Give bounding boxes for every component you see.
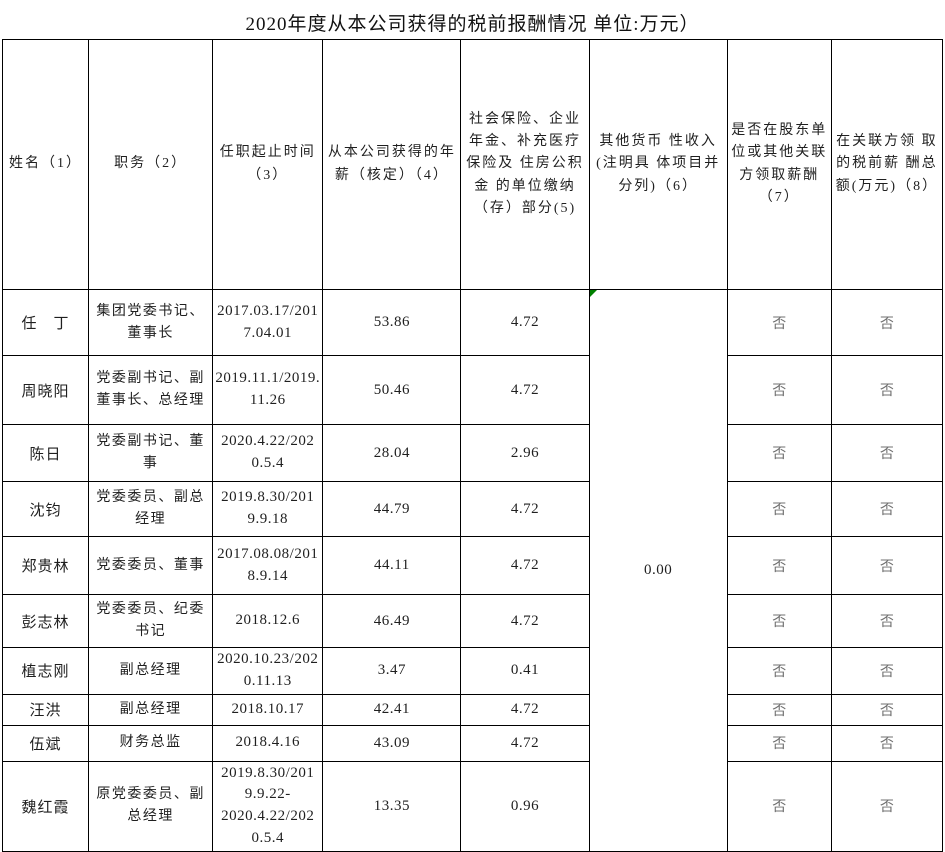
position-cell: 原党委委员、副总经理 bbox=[88, 760, 214, 852]
term-cell: 2017.08.08/2018.9.14 bbox=[212, 536, 324, 595]
table-row: 魏红霞 原党委委员、副总经理 2019.8.30/2019.9.22- 2020.4… bbox=[1, 760, 944, 852]
yn-shareholder-cell: 否 bbox=[726, 594, 832, 648]
comment-marker-icon bbox=[590, 290, 597, 297]
table-row: 沈钧 党委委员、副总经理 2019.8.30/2019.9.18 44.79 4.72 否… bbox=[1, 481, 944, 537]
salary-cell: 42.41 bbox=[322, 693, 462, 726]
yn-shareholder-cell: 否 bbox=[726, 424, 832, 482]
position-cell: 财务总监 bbox=[88, 724, 214, 762]
column-header-related-total: 在关联方领 取的税前薪 酬总额(万元)（8） bbox=[830, 39, 944, 290]
yn-shareholder-cell: 否 bbox=[726, 760, 832, 852]
table-row: 周晓阳 党委副书记、副董事长、总经理 2019.11.1/2019.11.26 50.… bbox=[1, 355, 944, 425]
salary-cell: 3.47 bbox=[322, 647, 462, 695]
salary-cell: 53.86 bbox=[322, 289, 462, 356]
term-cell: 2017.03.17/2017.04.01 bbox=[212, 289, 324, 356]
name-cell: 周晓阳 bbox=[1, 355, 90, 425]
social-cell: 4.72 bbox=[460, 355, 590, 425]
social-cell: 4.72 bbox=[460, 289, 590, 356]
social-cell: 0.96 bbox=[460, 760, 590, 852]
column-header-term: 任职起止时间（3） bbox=[212, 39, 324, 290]
related-total-cell: 否 bbox=[830, 289, 944, 356]
position-cell: 副总经理 bbox=[88, 647, 214, 695]
yn-shareholder-cell: 否 bbox=[726, 289, 832, 356]
position-cell: 党委委员、董事 bbox=[88, 536, 214, 595]
name-cell: 郑贵林 bbox=[1, 536, 90, 595]
table-row: 伍斌 财务总监 2018.4.16 43.09 4.72 否否 bbox=[1, 724, 944, 762]
column-header-name: 姓名（1） bbox=[1, 39, 90, 290]
related-total-cell: 否 bbox=[830, 536, 944, 595]
table-header-row: 姓名（1） 职务（2） 任职起止时间（3） 从本公司获得的年薪（核定）（4） 社会保险、… bbox=[1, 39, 944, 290]
yn-shareholder-cell: 否 bbox=[726, 536, 832, 595]
social-cell: 4.72 bbox=[460, 693, 590, 726]
column-header-yn-shareholder: 是否在股东单位或其他关联方领取薪酬（7） bbox=[726, 39, 832, 290]
position-cell: 党委委员、副总经理 bbox=[88, 481, 214, 537]
table-row: 汪洪 副总经理 2018.10.17 42.41 4.72 否否 bbox=[1, 693, 944, 726]
other-income-merged-cell: 0.00 bbox=[588, 289, 728, 852]
yn-shareholder-cell: 否 bbox=[726, 647, 832, 695]
name-cell: 魏红霞 bbox=[1, 760, 90, 852]
term-cell: 2019.8.30/2019.9.22- 2020.4.22/2020.5.4 bbox=[212, 760, 324, 852]
name-cell: 沈钧 bbox=[1, 481, 90, 537]
social-cell: 4.72 bbox=[460, 536, 590, 595]
social-cell: 4.72 bbox=[460, 481, 590, 537]
column-header-salary: 从本公司获得的年薪（核定）（4） bbox=[322, 39, 462, 290]
name-cell: 植志刚 bbox=[1, 647, 90, 695]
social-cell: 4.72 bbox=[460, 724, 590, 762]
term-cell: 2018.4.16 bbox=[212, 724, 324, 762]
salary-cell: 13.35 bbox=[322, 760, 462, 852]
name-cell: 任 丁 bbox=[1, 289, 90, 356]
name-cell: 伍斌 bbox=[1, 724, 90, 762]
name-cell: 彭志林 bbox=[1, 594, 90, 648]
salary-cell: 44.11 bbox=[322, 536, 462, 595]
yn-shareholder-cell: 否 bbox=[726, 355, 832, 425]
position-cell: 副总经理 bbox=[88, 693, 214, 726]
position-cell: 集团党委书记、董事长 bbox=[88, 289, 214, 356]
social-cell: 0.41 bbox=[460, 647, 590, 695]
term-cell: 2020.4.22/2020.5.4 bbox=[212, 424, 324, 482]
column-header-social: 社会保险、企业年金、补充医疗保险及 住房公积金 的单位缴纳（存）部分(5) bbox=[460, 39, 590, 290]
salary-cell: 28.04 bbox=[322, 424, 462, 482]
document-title: 2020年度从本公司获得的税前报酬情况 单位:万元） bbox=[245, 14, 700, 35]
position-cell: 党委副书记、董事 bbox=[88, 424, 214, 482]
term-cell: 2020.10.23/2020.11.13 bbox=[212, 647, 324, 695]
table-row: 彭志林 党委委员、纪委书记 2018.12.6 46.49 4.72 否否 bbox=[1, 594, 944, 648]
compensation-table: 姓名（1） 职务（2） 任职起止时间（3） 从本公司获得的年薪（核定）（4） 社会保险、… bbox=[1, 39, 944, 852]
column-header-position: 职务（2） bbox=[88, 39, 214, 290]
table-row: 任 丁集团党委书记、董事长 2017.03.17/2017.04.01 53.86 4… bbox=[1, 289, 944, 852]
column-header-other-income: 其他货币 性收入(注明具 体项目并分列)（6） bbox=[588, 39, 728, 290]
other-income-value: 0.00 bbox=[644, 561, 673, 578]
table-row: 陈日 党委副书记、董事 2020.4.22/2020.5.4 28.04 2.96 否否 bbox=[1, 424, 944, 482]
salary-cell: 44.79 bbox=[322, 481, 462, 537]
yn-shareholder-cell: 否 bbox=[726, 693, 832, 726]
position-cell: 党委委员、纪委书记 bbox=[88, 594, 214, 648]
name-cell: 汪洪 bbox=[1, 693, 90, 726]
social-cell: 2.96 bbox=[460, 424, 590, 482]
related-total-cell: 否 bbox=[830, 724, 944, 762]
related-total-cell: 否 bbox=[830, 647, 944, 695]
related-total-cell: 否 bbox=[830, 693, 944, 726]
salary-cell: 50.46 bbox=[322, 355, 462, 425]
yn-shareholder-cell: 否 bbox=[726, 724, 832, 762]
related-total-cell: 否 bbox=[830, 760, 944, 852]
yn-shareholder-cell: 否 bbox=[726, 481, 832, 537]
table-row: 郑贵林 党委委员、董事 2017.08.08/2018.9.14 44.11 4.72 否… bbox=[1, 536, 944, 595]
position-cell: 党委副书记、副董事长、总经理 bbox=[88, 355, 214, 425]
related-total-cell: 否 bbox=[830, 355, 944, 425]
term-cell: 2019.11.1/2019.11.26 bbox=[212, 355, 324, 425]
related-total-cell: 否 bbox=[830, 481, 944, 537]
salary-cell: 43.09 bbox=[322, 724, 462, 762]
table-row: 植志刚 副总经理 2020.10.23/2020.11.13 3.47 0.41 否否 bbox=[1, 647, 944, 695]
term-cell: 2018.12.6 bbox=[212, 594, 324, 648]
name-cell: 陈日 bbox=[1, 424, 90, 482]
related-total-cell: 否 bbox=[830, 424, 944, 482]
salary-cell: 46.49 bbox=[322, 594, 462, 648]
related-total-cell: 否 bbox=[830, 594, 944, 648]
term-cell: 2018.10.17 bbox=[212, 693, 324, 726]
term-cell: 2019.8.30/2019.9.18 bbox=[212, 481, 324, 537]
social-cell: 4.72 bbox=[460, 594, 590, 648]
